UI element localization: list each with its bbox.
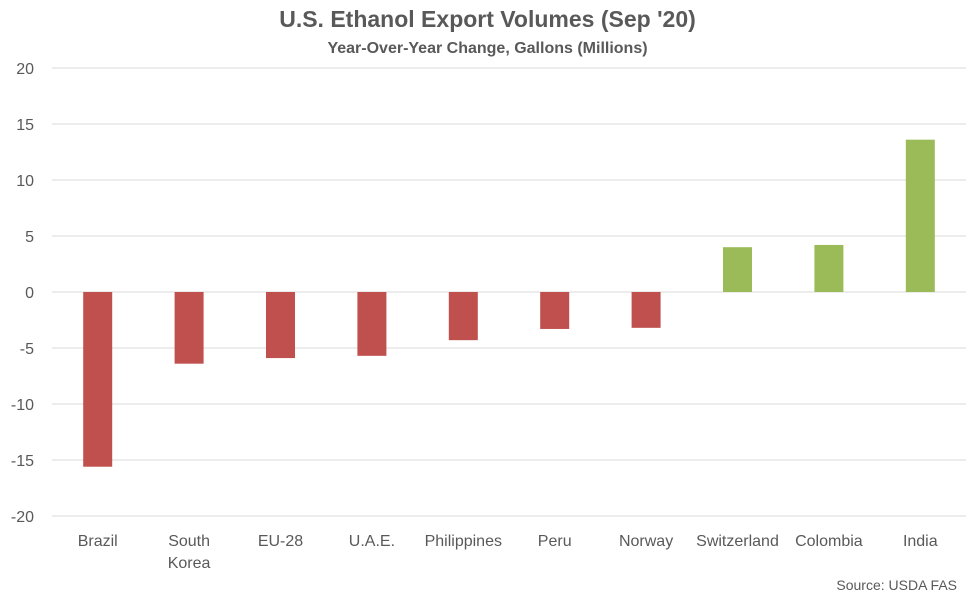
- y-tick-label: 0: [25, 285, 34, 302]
- y-tick-label: -5: [20, 341, 34, 358]
- chart-title: U.S. Ethanol Export Volumes (Sep '20): [279, 6, 696, 32]
- chart-subtitle: Year-Over-Year Change, Gallons (Millions…: [327, 40, 648, 57]
- x-category-label: India: [903, 533, 938, 550]
- y-tick-label: -10: [11, 397, 34, 414]
- bar-philippines: [448, 292, 478, 341]
- bar-u-a-e-: [357, 292, 387, 356]
- bar-colombia: [814, 244, 844, 292]
- x-category-label: Norway: [619, 533, 673, 550]
- x-category-label: Peru: [538, 533, 572, 550]
- bar-india: [905, 139, 935, 292]
- x-category-label: Philippines: [425, 533, 502, 550]
- x-category-label: South Korea: [168, 533, 211, 572]
- y-tick-label: -20: [11, 509, 34, 526]
- bar-brazil: [83, 292, 113, 467]
- source-note: Source: USDA FAS: [836, 577, 957, 593]
- bar-south-korea: [174, 292, 204, 364]
- x-category-label: U.A.E.: [349, 533, 395, 550]
- x-category-label: Switzerland: [696, 533, 779, 550]
- x-category-label: Brazil: [78, 533, 118, 550]
- y-tick-label: 20: [16, 61, 34, 78]
- x-category-label: EU-28: [258, 533, 303, 550]
- bar-eu-28: [266, 292, 295, 359]
- y-tick-label: 5: [25, 229, 34, 246]
- y-tick-label: -15: [11, 453, 34, 470]
- bar-norway: [631, 292, 661, 328]
- y-tick-label: 10: [16, 173, 34, 190]
- bar-switzerland: [723, 247, 752, 292]
- bar-peru: [540, 292, 570, 329]
- x-category-label: Colombia: [795, 533, 863, 550]
- y-tick-label: 15: [16, 117, 34, 134]
